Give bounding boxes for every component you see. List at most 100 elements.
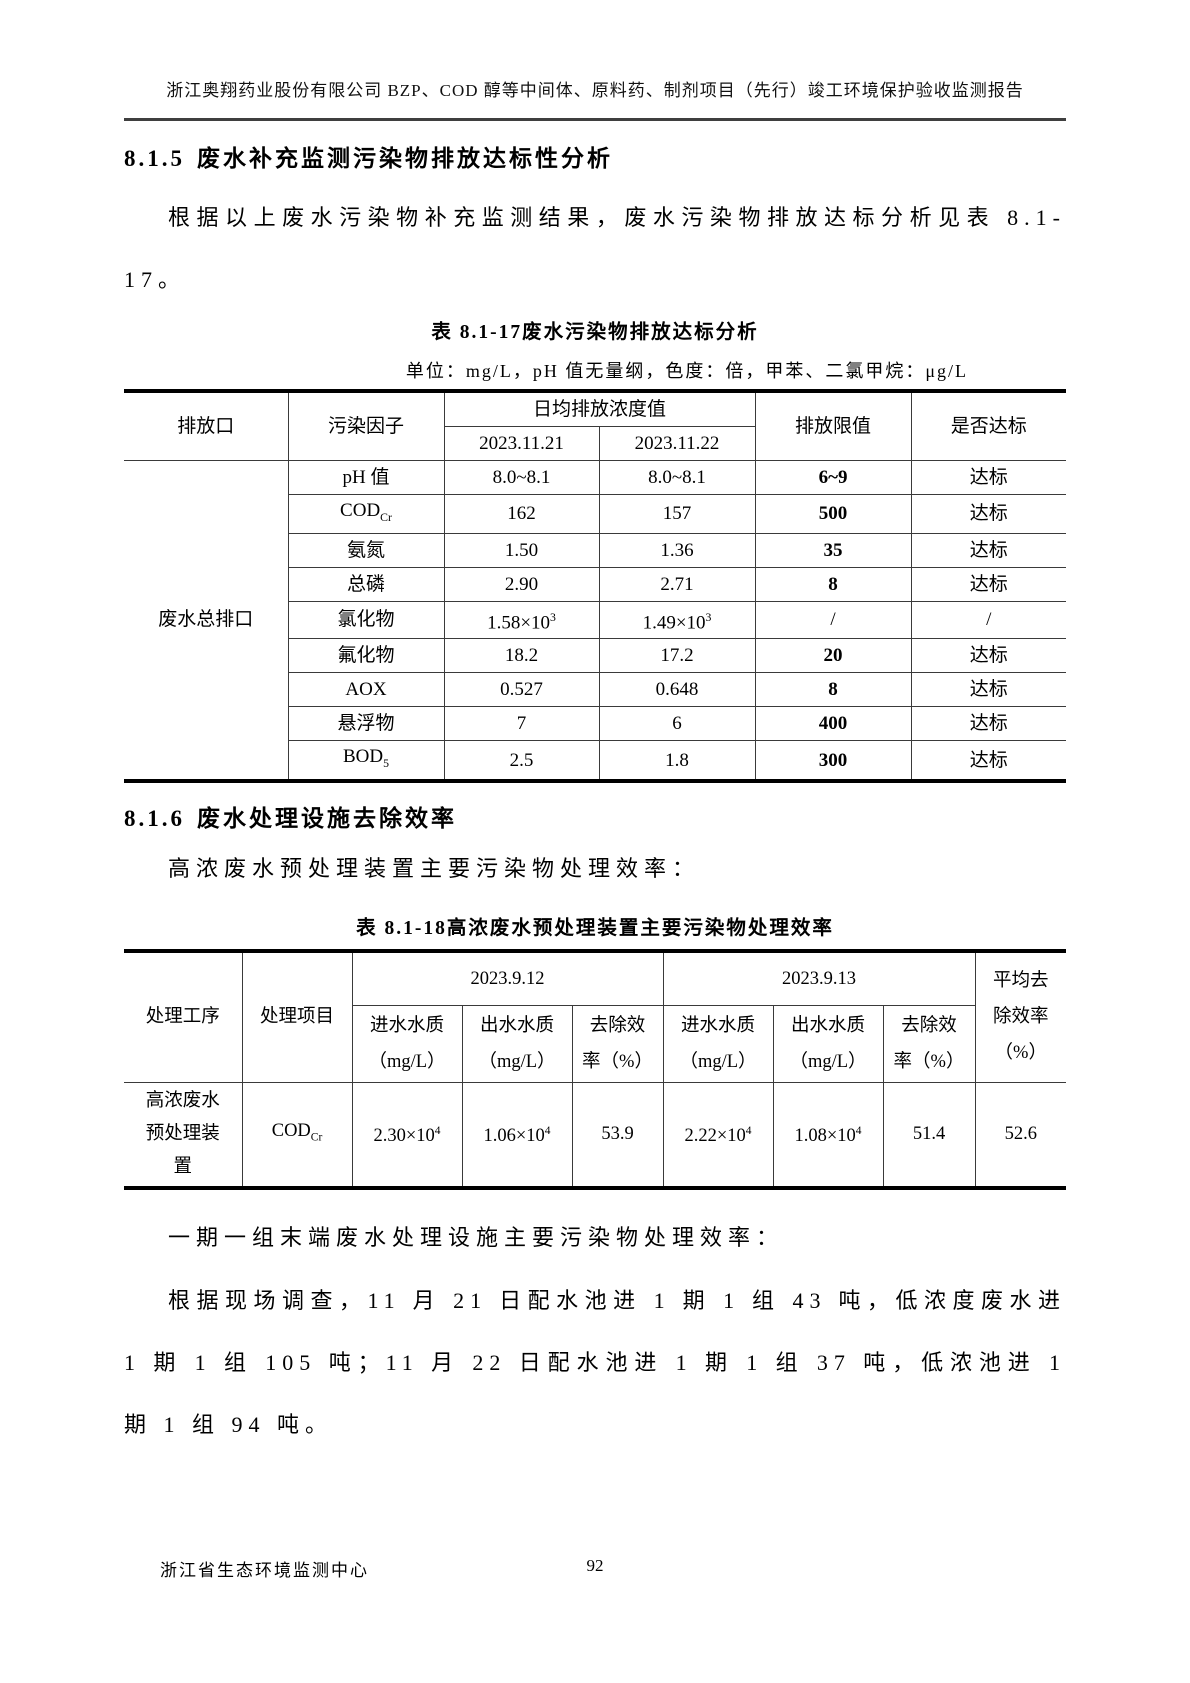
cell-outlet: 废水总排口 — [124, 459, 289, 782]
section-title: 废水处理设施去除效率 — [197, 805, 457, 831]
col-header-avg-removal: 平均去 除效率 （%） — [974, 950, 1066, 1083]
cell-limit: 20 — [754, 638, 912, 674]
table-row: 氨氮 1.50 1.36 35 达标 — [124, 532, 1067, 568]
col-header-compliance: 是否达标 — [910, 390, 1067, 461]
table-row: 废水总排口 pH 值 8.0~8.1 8.0~8.1 6~9 达标 — [124, 459, 1067, 782]
cell-limit: / — [754, 600, 912, 640]
cell-d1-removal: 53.9 — [571, 1081, 664, 1189]
table-header-row: 2023.11.21 2023.11.22 — [124, 426, 1066, 461]
cell-limit: 300 — [754, 740, 912, 782]
cell-value-day1: 8.0~8.1 — [443, 460, 600, 495]
cell-value-day1: 2.90 — [443, 566, 600, 602]
table-header-row: 排放口 污染因子 日均排放浓度值 排放限值 是否达标 — [124, 390, 1067, 461]
table2-title: 表 8.1-18高浓废水预处理装置主要污染物处理效率 — [124, 915, 1066, 943]
paragraph-site-survey: 根据现场调查，11 月 21 日配水池进 1 期 1 组 43 吨，低浓度废水进… — [124, 1287, 1066, 1437]
paragraph-terminal-treatment: 一期一组末端废水处理设施主要污染物处理效率： — [168, 1224, 785, 1250]
cell-d2-removal: 51.4 — [882, 1081, 976, 1189]
cell-factor: CODCr — [288, 494, 445, 534]
table2-label: 表 8.1-18 — [356, 917, 447, 939]
col-header-inlet: 进水水质 （mg/L） — [352, 1004, 463, 1083]
cell-value-day1: 0.527 — [443, 672, 600, 708]
table-removal-efficiency: 处理工序 处理项目 2023.9.12 2023.9.13 平均去 除效率 （%… — [124, 948, 1066, 1190]
table2-caption: 高浓废水预处理装置主要污染物处理效率 — [446, 917, 834, 939]
cell-value-day1: 2.5 — [443, 740, 600, 782]
cell-status: 达标 — [910, 706, 1067, 742]
cell-factor: 悬浮物 — [288, 706, 445, 742]
cell-limit: 8 — [754, 566, 912, 602]
table1-unit-note: 单位：mg/L，pH 值无量纲，色度：倍，甲苯、二氯甲烷：μg/L — [405, 361, 968, 381]
paragraph-pretreatment: 高浓废水预处理装置主要污染物处理效率： — [168, 855, 701, 881]
cell-status: 达标 — [910, 740, 1067, 782]
col-header-date2: 2023.11.22 — [598, 426, 756, 461]
cell-factor: pH 值 — [287, 460, 445, 495]
cell-limit: 6~9 — [754, 460, 912, 495]
table-header-row: 进水水质 （mg/L） 出水水质 （mg/L） 去除效 率（%） 进水水质 （m… — [124, 1004, 1066, 1083]
cell-limit: 35 — [754, 532, 912, 568]
table-row: BOD5 2.5 1.8 300 达标 — [124, 740, 1067, 782]
intro-paragraph: 根据以上废水污染物补充监测结果，废水污染物排放达标分析见表 8.1-17。 — [124, 205, 1066, 292]
cell-d1-inlet: 2.30×104 — [351, 1081, 463, 1189]
cell-factor: 氯化物 — [288, 600, 445, 640]
cell-factor: 总磷 — [288, 566, 445, 602]
cell-value-day2: 17.2 — [598, 638, 756, 674]
cell-status: 达标 — [910, 638, 1067, 674]
cell-value-day2: 1.36 — [598, 532, 756, 568]
cell-limit: 8 — [754, 672, 912, 708]
col-header-daily-avg: 日均排放浓度值 — [443, 390, 756, 427]
cell-factor: 氟化物 — [288, 638, 445, 674]
table-discharge-compliance: 排放口 污染因子 日均排放浓度值 排放限值 是否达标 2023.11.21 20… — [124, 389, 1067, 783]
table-row: 高浓废水 预处理装 置 CODCr 2.30×104 1.06×104 53.9… — [124, 1081, 1066, 1189]
col-header-outlet: 出水水质 （mg/L） — [461, 1004, 573, 1083]
cell-item: CODCr — [241, 1081, 353, 1189]
cell-d2-outlet: 1.08×104 — [772, 1081, 884, 1189]
table1-title: 表 8.1-17废水污染物排放达标分析 — [124, 319, 1066, 347]
cell-value-day1: 18.2 — [443, 638, 600, 674]
table-row: 氟化物 18.2 17.2 20 达标 — [124, 638, 1067, 674]
cell-value-day2: 8.0~8.1 — [598, 460, 756, 495]
cell-status: 达标 — [910, 494, 1067, 534]
section-heading-816: 8.1.6 废水处理设施去除效率 — [124, 803, 1066, 835]
cell-value-day1: 162 — [443, 494, 600, 534]
running-header: 浙江奥翔药业股份有限公司 BZP、COD 醇等中间体、原料药、制剂项目（先行）竣… — [124, 0, 1066, 121]
page-content: 浙江奥翔药业股份有限公司 BZP、COD 醇等中间体、原料药、制剂项目（先行）竣… — [124, 0, 1067, 1437]
col-header-outlet: 排放口 — [124, 390, 289, 461]
col-header-limit: 排放限值 — [754, 390, 912, 461]
cell-status: / — [910, 600, 1067, 640]
section-heading-815: 8.1.5 废水补充监测污染物排放达标性分析 — [124, 143, 1066, 175]
cell-value-day2: 1.8 — [598, 740, 756, 782]
col-header-date1: 2023.11.21 — [444, 426, 600, 461]
cell-factor: AOX — [288, 672, 445, 708]
cell-value-day1: 1.50 — [443, 532, 600, 568]
section-title: 废水补充监测污染物排放达标性分析 — [197, 146, 613, 171]
table1-label: 表 8.1-17 — [431, 322, 523, 343]
col-header-removal: 去除效 率（%） — [882, 1004, 975, 1083]
table-row: 氯化物 1.58×103 1.49×103 / / — [124, 600, 1067, 640]
cell-status: 达标 — [910, 672, 1067, 708]
cell-value-day1: 7 — [443, 706, 600, 742]
cell-factor: BOD5 — [288, 740, 445, 782]
col-header-item: 处理项目 — [241, 950, 353, 1083]
cell-value-day1: 1.58×103 — [443, 600, 600, 640]
cell-value-day2: 157 — [598, 494, 756, 534]
footer-organization: 浙江省生态环境监测中心 — [160, 1561, 369, 1580]
table-header-row: 处理工序 处理项目 2023.9.12 2023.9.13 平均去 除效率 （%… — [124, 950, 1066, 1083]
table1-caption: 废水污染物排放达标分析 — [522, 322, 759, 343]
table-row: CODCr 162 157 500 达标 — [124, 494, 1067, 534]
cell-limit: 500 — [754, 494, 912, 534]
col-header-outlet: 出水水质 （mg/L） — [772, 1004, 884, 1083]
section-number: 8.1.5 — [124, 146, 185, 171]
col-header-removal: 去除效 率（%） — [571, 1004, 664, 1083]
page-number: 92 — [586, 1556, 604, 1575]
cell-value-day2: 6 — [598, 706, 756, 742]
cell-value-day2: 2.71 — [598, 566, 756, 602]
cell-status: 达标 — [910, 532, 1067, 568]
col-header-process: 处理工序 — [124, 950, 243, 1083]
cell-status: 达标 — [910, 460, 1067, 495]
col-header-factor: 污染因子 — [287, 390, 445, 461]
table-row: 总磷 2.90 2.71 8 达标 — [124, 566, 1067, 602]
table-row: 悬浮物 7 6 400 达标 — [124, 706, 1067, 742]
section-number: 8.1.6 — [124, 805, 185, 831]
cell-avg-removal: 52.6 — [974, 1081, 1066, 1189]
col-header-date1: 2023.9.12 — [351, 950, 664, 1006]
